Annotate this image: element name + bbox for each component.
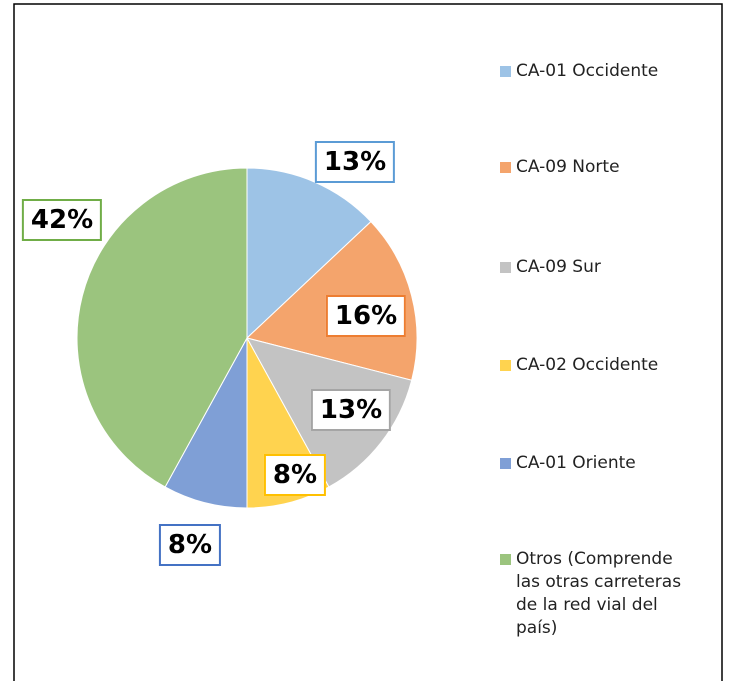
legend-swatch [500, 458, 511, 469]
legend-swatch [500, 66, 511, 77]
legend-entry: CA-09 Norte [500, 156, 700, 179]
legend-label: CA-09 Norte [516, 157, 620, 177]
legend-entry: CA-02 Occidente [500, 354, 700, 377]
legend-entry: CA-01 Oriente [500, 452, 700, 475]
legend-swatch [500, 554, 511, 565]
data-label: 16% [325, 295, 407, 337]
legend-swatch [500, 360, 511, 371]
legend-label: CA-09 Sur [516, 257, 601, 277]
data-label: 8% [158, 524, 222, 566]
data-label: 42% [21, 199, 103, 241]
pie-slice [246, 167, 372, 340]
legend-swatch [500, 262, 511, 273]
legend-label: CA-01 Occidente [516, 61, 659, 81]
legend-label: CA-02 Occidente [516, 355, 659, 375]
data-label: 13% [314, 141, 396, 183]
frame [13, 3, 723, 681]
pie-slice [76, 167, 248, 488]
data-label: 13% [310, 389, 392, 431]
legend-swatch [500, 162, 511, 173]
legend-entry: CA-09 Sur [500, 256, 700, 279]
legend-entry: CA-01 Occidente [500, 60, 700, 83]
legend-entry: Otros (Comprende las otras carreteras de… [500, 548, 700, 640]
legend-label: CA-01 Oriente [516, 453, 636, 473]
legend-label: Otros (Comprende las otras carreteras de… [516, 549, 682, 638]
data-label: 8% [263, 454, 327, 496]
